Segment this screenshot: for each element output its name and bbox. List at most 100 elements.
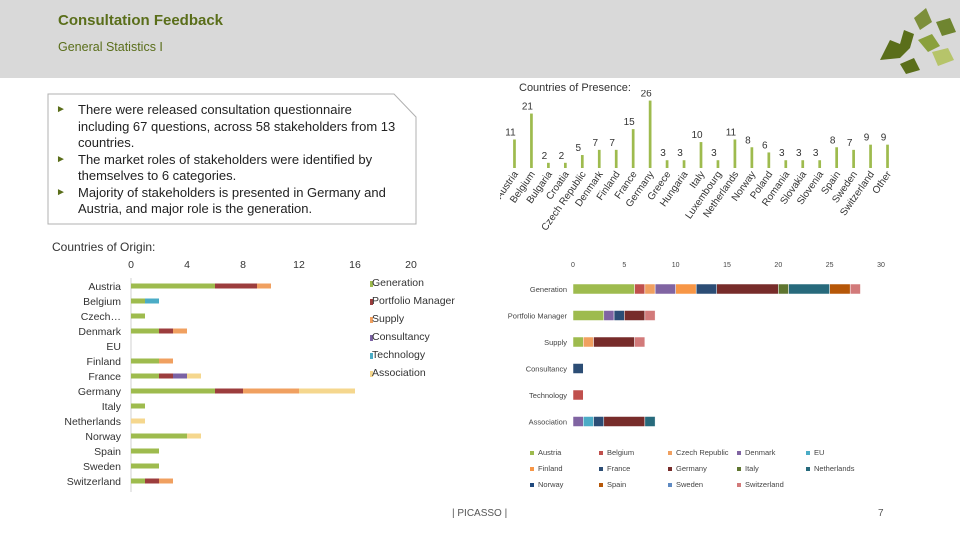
presence-value-label: 3 — [779, 148, 785, 159]
role-chart: 0 5 10 15 20 25 30 Generation Portfolio Manager S… — [508, 262, 885, 489]
role-bar-segment — [675, 283, 697, 295]
origin-legend-swatch — [370, 371, 373, 377]
role-bar-segment — [603, 310, 615, 321]
role-legend-swatch — [668, 467, 672, 471]
presence-value-label: 8 — [745, 135, 751, 146]
role-legend-swatch — [668, 483, 672, 487]
presence-value-label: 2 — [559, 151, 565, 162]
origin-bar-segment — [173, 373, 187, 379]
role-bar-segment — [583, 416, 594, 427]
presence-bar — [648, 100, 652, 168]
role-legend-label: Finland — [538, 464, 563, 473]
presence-value-label: 9 — [864, 133, 870, 144]
presence-value-label: 11 — [726, 127, 737, 138]
origin-category-label: Switzerland — [67, 476, 121, 488]
origin-legend-label: Association — [372, 367, 426, 379]
presence-value-label: 11 — [505, 127, 516, 138]
origin-bar-segment — [243, 388, 299, 394]
role-legend-swatch — [530, 483, 534, 487]
role-bar-segment — [572, 283, 635, 295]
origin-category-label: Denmark — [78, 326, 121, 338]
role-category-label: Technology — [529, 391, 567, 400]
bullet-arrow-icon: ► — [56, 186, 66, 198]
origin-bar-segment — [131, 448, 159, 454]
presence-value-label: 21 — [522, 102, 534, 113]
origin-legend-swatch — [370, 299, 373, 305]
origin-bar-segment — [131, 328, 159, 334]
origin-bar-segment — [131, 433, 187, 439]
role-bar-segment — [572, 310, 605, 321]
presence-bar — [818, 160, 822, 168]
role-legend-label: Germany — [676, 464, 707, 473]
origin-bar-segment — [131, 283, 215, 289]
page-subtitle: General Statistics I — [58, 40, 163, 54]
bullet-item: ► The market roles of stakeholders were i… — [56, 152, 406, 185]
origin-bar-segment — [145, 298, 159, 304]
presence-value-label: 7 — [592, 138, 598, 149]
presence-value-label: 3 — [677, 148, 683, 159]
origin-category-label: Sweden — [83, 461, 121, 473]
origin-bar-segment — [215, 388, 243, 394]
role-category-label: Consultancy — [526, 365, 568, 374]
role-bar-segment — [572, 389, 584, 401]
bullet-item: ► There were released consultation questi… — [56, 102, 406, 152]
origin-bar-segment — [131, 403, 145, 409]
role-bar-segment — [572, 336, 584, 348]
bullet-text: There were released consultation questio… — [78, 102, 396, 150]
role-category-label: Portfolio Manager — [508, 312, 568, 321]
presence-category-label: Other — [871, 169, 895, 196]
role-x-tick: 25 — [826, 262, 834, 269]
presence-bar — [513, 139, 516, 168]
role-category-label: Association — [529, 418, 567, 427]
role-legend-swatch — [530, 451, 534, 455]
origin-legend-swatch — [370, 335, 373, 341]
origin-bar-segment — [131, 388, 215, 394]
role-bar-segment — [634, 336, 646, 348]
role-legend-label: Austria — [538, 448, 562, 457]
origin-legend-swatch — [370, 317, 373, 323]
presence-chart: 11Austria21Belgium2Bulgaria2Croatia5Czec… — [500, 90, 895, 233]
role-legend-label: Czech Republic — [676, 448, 729, 457]
presence-bar — [767, 152, 771, 168]
origin-category-label: EU — [106, 341, 121, 353]
origin-bar-segment — [131, 313, 145, 319]
presence-chart-title: Countries of Presence: — [519, 82, 631, 94]
presence-bar — [733, 139, 737, 168]
role-bar-segment — [644, 310, 656, 321]
origin-category-label: Czech… — [81, 311, 121, 323]
presence-value-label: 3 — [813, 148, 819, 159]
origin-x-tick: 20 — [405, 259, 417, 271]
bullet-arrow-icon: ► — [56, 153, 66, 165]
footer-text: | PICASSO | — [452, 508, 508, 519]
origin-legend-label: Technology — [372, 349, 426, 361]
role-bar-segment — [849, 283, 861, 295]
presence-bar — [699, 142, 703, 168]
presence-bar — [597, 149, 601, 168]
origin-bar-segment — [145, 478, 159, 484]
origin-bar-segment — [159, 328, 173, 334]
origin-chart: 0 4 8 12 16 20 Austria Belgium Czech… Denmark EU Fi… — [64, 259, 455, 492]
role-legend-swatch — [737, 451, 741, 455]
origin-bar-segment — [131, 358, 159, 364]
origin-category-label: Netherlands — [64, 416, 121, 428]
role-legend-label: France — [607, 464, 630, 473]
origin-bar-segment — [159, 358, 173, 364]
origin-category-label: Austria — [88, 281, 121, 293]
presence-bar — [547, 162, 550, 168]
role-legend-label: EU — [814, 448, 824, 457]
origin-category-label: Germany — [78, 386, 122, 398]
presence-value-label: 7 — [847, 138, 853, 149]
origin-bar-segment — [187, 433, 201, 439]
origin-category-label: Italy — [102, 401, 122, 413]
role-legend-swatch — [806, 451, 810, 455]
presence-value-label: 7 — [609, 138, 615, 149]
bullet-item: ► Majority of stakeholders is presented i… — [56, 185, 406, 218]
presence-value-label: 3 — [711, 148, 717, 159]
role-legend-swatch — [530, 467, 534, 471]
role-x-tick: 15 — [723, 262, 731, 269]
role-bar-segment — [624, 310, 646, 321]
role-legend-swatch — [599, 451, 603, 455]
page-title: Consultation Feedback — [58, 12, 224, 29]
presence-value-label: 8 — [830, 135, 836, 146]
presence-bar — [852, 149, 855, 168]
